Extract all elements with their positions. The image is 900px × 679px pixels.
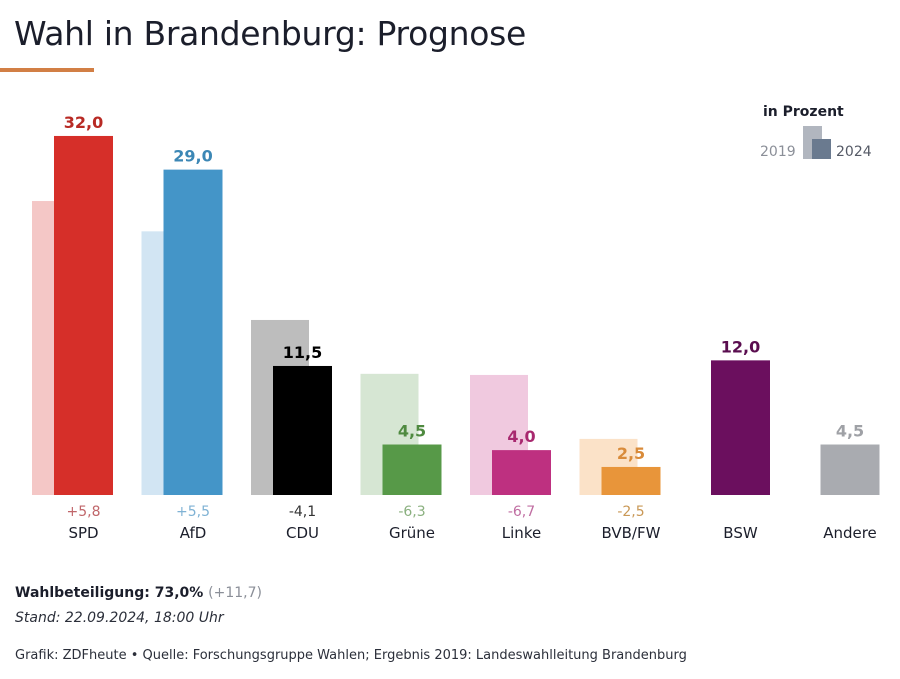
bar-2024-spd xyxy=(54,135,113,495)
title-accent-line xyxy=(0,68,94,72)
legend-label-2024: 2024 xyxy=(836,144,872,160)
value-label-linke: 4,0 xyxy=(507,427,535,446)
turnout-label: Wahlbeteiligung: 73,0% xyxy=(15,585,204,601)
footer: Wahlbeteiligung: 73,0% (+11,7) Stand: 22… xyxy=(15,585,885,663)
legend-swatch-2024 xyxy=(812,139,831,159)
category-label-bvb-fw: BVB/FW xyxy=(602,524,661,542)
category-label-bsw: BSW xyxy=(723,524,758,542)
source-credit: Grafik: ZDFheute • Quelle: Forschungsgru… xyxy=(15,648,687,663)
value-label-andere: 4,5 xyxy=(836,422,864,441)
bar-2024-bsw xyxy=(711,360,770,495)
category-label-andere: Andere xyxy=(823,524,877,542)
legend-title: in Prozent xyxy=(763,104,844,120)
category-label-afd: AfD xyxy=(180,524,207,542)
bar-2024-andere xyxy=(820,444,880,495)
turnout: Wahlbeteiligung: 73,0% (+11,7) xyxy=(15,585,885,605)
bar-group-cdu: 11,5 -4,1 CDU xyxy=(251,319,332,542)
value-label-bvb-fw: 2,5 xyxy=(617,444,645,463)
bar-group-spd: 32,0 +5,8 SPD xyxy=(32,113,113,542)
change-label-afd: +5,5 xyxy=(176,504,210,520)
value-label-afd: 29,0 xyxy=(173,147,212,166)
legend-label-2019: 2019 xyxy=(760,144,796,160)
bar-group-afd: 29,0 +5,5 AfD xyxy=(141,147,223,542)
chart-title: Wahl in Brandenburg: Prognose xyxy=(14,14,527,53)
change-label-cdu: -4,1 xyxy=(289,504,316,520)
bar-group-bvb-fw: 2,5 -2,5 BVB/FW xyxy=(579,438,661,542)
category-label-linke: Linke xyxy=(502,524,541,542)
category-label-spd: SPD xyxy=(68,524,98,542)
bar-2024-afd xyxy=(163,169,223,495)
change-label-spd: +5,8 xyxy=(67,504,101,520)
value-label-bsw: 12,0 xyxy=(721,337,760,356)
value-label-spd: 32,0 xyxy=(64,113,103,132)
bar-group-bsw: 12,0 BSW xyxy=(711,337,770,542)
change-label-gruene: -6,3 xyxy=(398,504,425,520)
change-label-bvb-fw: -2,5 xyxy=(617,504,644,520)
change-label-linke: -6,7 xyxy=(508,504,535,520)
bar-2024-cdu xyxy=(273,365,332,495)
turnout-change: (+11,7) xyxy=(208,585,262,601)
bar-2024-gruene xyxy=(382,444,442,495)
bar-group-gruene: 4,5 -6,3 Grüne xyxy=(360,373,442,542)
value-label-cdu: 11,5 xyxy=(283,343,322,362)
category-label-gruene: Grüne xyxy=(389,524,435,542)
timestamp: Stand: 22.09.2024, 18:00 Uhr xyxy=(15,610,224,626)
bar-group-linke: 4,0 -6,7 Linke xyxy=(470,374,551,542)
bar-2024-linke xyxy=(492,450,551,495)
value-label-gruene: 4,5 xyxy=(398,422,426,441)
bar-chart: 32,0 +5,8 SPD 29,0 +5,5 AfD 11,5 -4,1 CDU 4,5 -6,3… xyxy=(32,113,880,542)
bar-group-andere: 4,5 Andere xyxy=(820,422,880,542)
category-label-cdu: CDU xyxy=(286,524,319,542)
legend: in Prozent 2019 2024 xyxy=(755,104,885,164)
bar-2024-bvb-fw xyxy=(601,466,661,495)
